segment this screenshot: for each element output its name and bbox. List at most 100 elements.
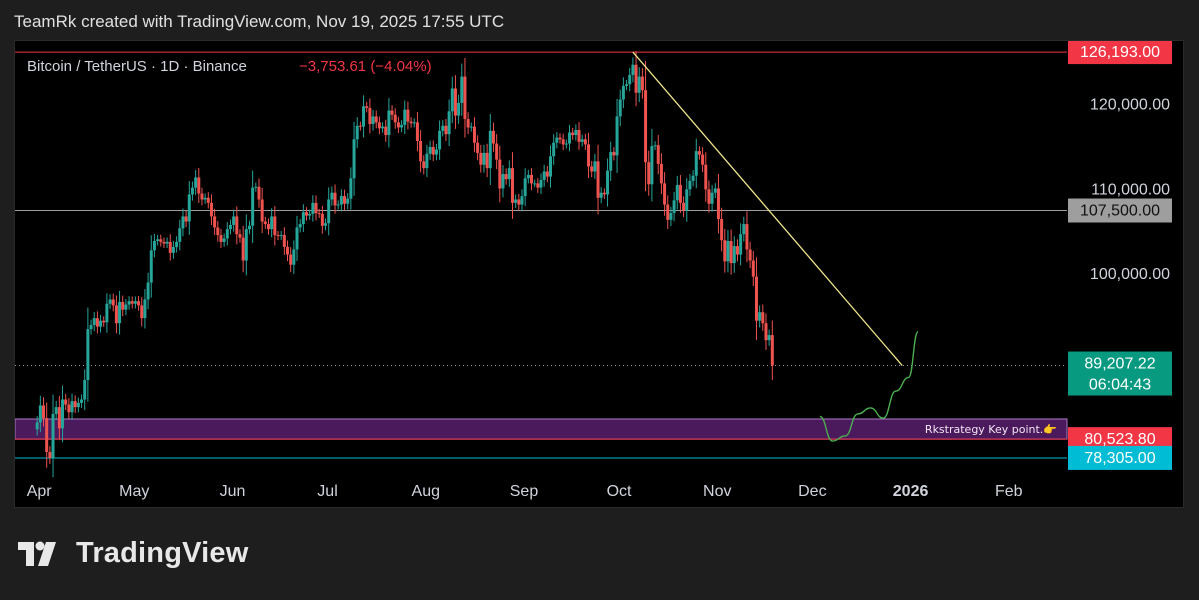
candle-body[interactable] [596,161,600,198]
candle-body[interactable] [387,110,391,136]
candle-body[interactable] [295,227,299,250]
candle-body[interactable] [282,235,286,247]
candle-body[interactable] [675,185,679,201]
candle-body[interactable] [637,76,641,93]
candle-body[interactable] [770,335,774,366]
trend-line[interactable] [632,51,903,366]
candle-body[interactable] [644,90,648,163]
candle-body[interactable] [472,126,476,143]
candle-body[interactable] [691,175,695,181]
candle-body[interactable] [520,196,524,205]
candle-body[interactable] [549,156,553,177]
candle-body[interactable] [463,76,467,119]
candle-body[interactable] [200,193,204,200]
candle-body[interactable] [358,125,362,127]
candle-body[interactable] [308,213,312,216]
candle-body[interactable] [659,163,663,184]
candle-body[interactable] [656,145,660,164]
candle-body[interactable] [203,197,207,200]
candle-body[interactable] [118,302,122,324]
chart-frame[interactable]: Rkstrategy Key point.👉 100,000.00 110,000… [14,40,1184,508]
candle-body[interactable] [228,224,232,230]
candle-body[interactable] [38,405,42,423]
candle-body[interactable] [80,399,84,403]
candle-body[interactable] [602,192,606,195]
candle-body[interactable] [64,399,68,405]
candle-body[interactable] [127,301,131,305]
candle-body[interactable] [704,164,708,190]
candlestick-chart[interactable]: Rkstrategy Key point.👉 100,000.00 110,000… [15,41,1185,509]
candle-body[interactable] [45,418,49,453]
candle-body[interactable] [634,64,638,93]
candle-body[interactable] [606,170,610,195]
candle-body[interactable] [612,152,616,156]
candle-body[interactable] [137,301,141,306]
candle-body[interactable] [371,116,375,125]
candle-body[interactable] [647,162,651,185]
candle-body[interactable] [599,192,603,198]
candle-body[interactable] [187,194,191,222]
candle-body[interactable] [580,139,584,142]
candle-body[interactable] [181,216,185,229]
candle-body[interactable] [663,183,667,205]
candle-body[interactable] [301,212,305,225]
price-tag[interactable] [1068,351,1172,396]
candle-body[interactable] [713,188,717,193]
candle-body[interactable] [73,401,77,408]
candle-body[interactable] [412,122,416,124]
candle-body[interactable] [758,312,762,321]
candle-body[interactable] [672,200,676,214]
candle-body[interactable] [764,323,768,341]
candle-body[interactable] [235,216,239,235]
candle-body[interactable] [742,224,746,235]
candle-body[interactable] [466,118,470,128]
candle-body[interactable] [57,407,61,429]
candle-body[interactable] [247,225,251,230]
candle-body[interactable] [263,221,267,225]
candle-body[interactable] [476,142,480,153]
candle-body[interactable] [729,241,733,264]
candle-body[interactable] [460,76,464,103]
candle-body[interactable] [568,132,572,144]
candle-body[interactable] [273,216,277,236]
candle-body[interactable] [457,102,461,116]
candle-body[interactable] [447,111,451,135]
candle-body[interactable] [732,246,736,264]
candle-body[interactable] [514,199,518,203]
candle-body[interactable] [628,74,632,85]
candle-body[interactable] [162,241,166,244]
candle-body[interactable] [488,130,492,169]
candle-body[interactable] [469,126,473,128]
candle-body[interactable] [292,249,296,265]
candle-body[interactable] [555,137,559,143]
candle-body[interactable] [720,218,724,241]
candle-body[interactable] [152,241,156,251]
candle-body[interactable] [232,216,236,225]
candle-body[interactable] [583,139,587,145]
candle-body[interactable] [89,324,93,330]
candle-body[interactable] [701,154,705,165]
candle-body[interactable] [406,109,410,122]
candle-body[interactable] [111,299,115,306]
candle-body[interactable] [298,224,302,228]
candle-body[interactable] [542,171,546,180]
candle-body[interactable] [175,241,179,247]
candle-body[interactable] [67,404,71,413]
candle-body[interactable] [650,146,654,185]
candle-body[interactable] [149,250,153,283]
candle-body[interactable] [178,228,182,242]
candle-body[interactable] [501,174,505,189]
candle-body[interactable] [333,192,337,206]
candle-body[interactable] [270,216,274,230]
candle-body[interactable] [485,152,489,169]
candle-body[interactable] [422,161,426,169]
candle-body[interactable] [168,241,172,253]
candle-body[interactable] [444,125,448,135]
candle-body[interactable] [507,168,511,180]
candle-body[interactable] [190,187,194,195]
projection-curve[interactable] [819,331,919,442]
candle-body[interactable] [441,125,445,131]
candle-body[interactable] [76,402,80,408]
candle-body[interactable] [587,144,591,167]
candle-body[interactable] [260,199,264,222]
